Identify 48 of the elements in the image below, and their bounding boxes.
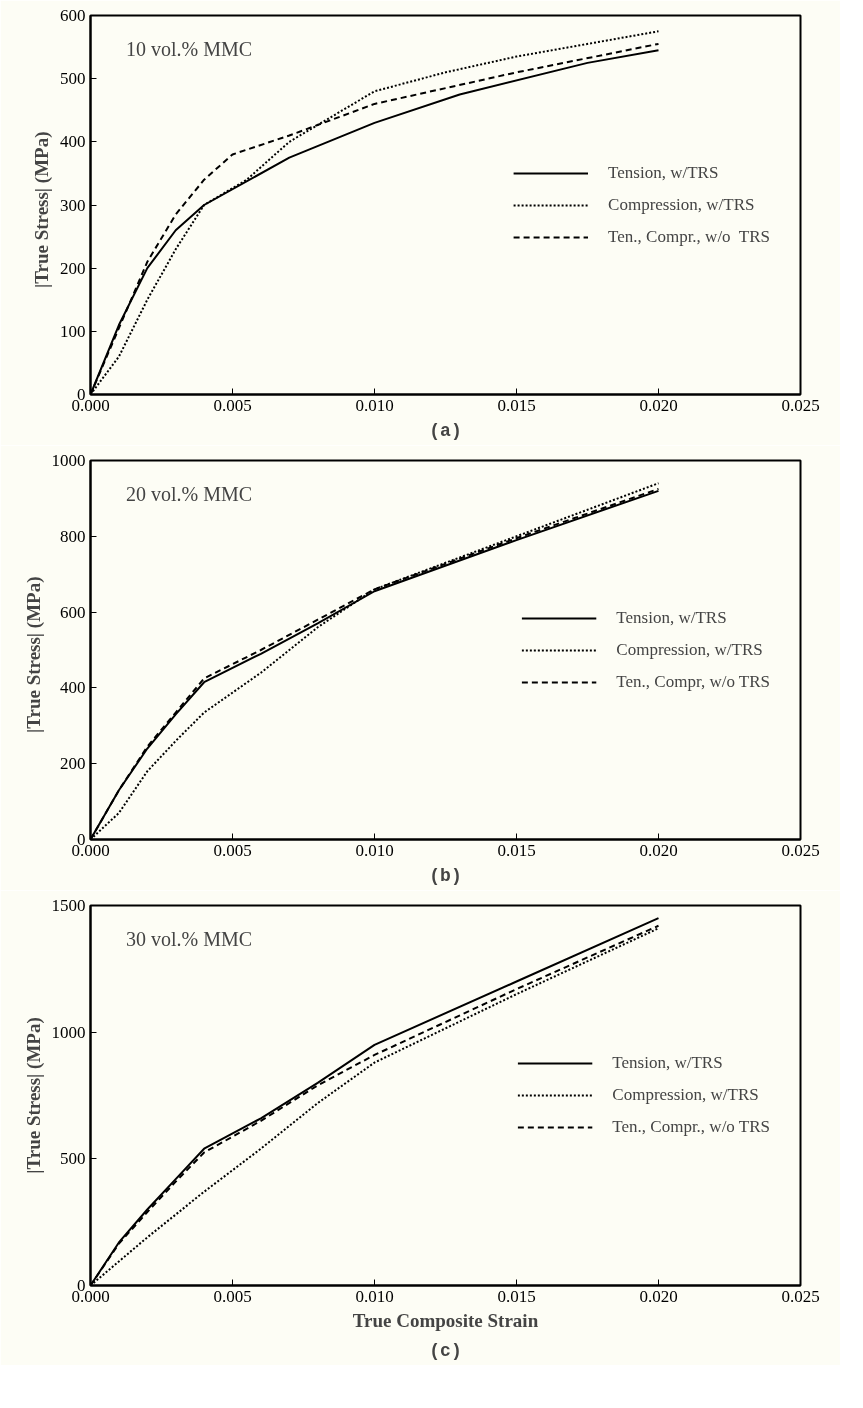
x-tick-label: 0.005 xyxy=(213,1286,252,1306)
y-tick-label: 300 xyxy=(60,195,86,215)
legend-label: Tension, w/TRS xyxy=(612,1053,723,1073)
annotation: 10 vol.% MMC xyxy=(126,38,253,61)
annotation: 30 vol.% MMC xyxy=(126,928,253,951)
x-tick-label: 0.025 xyxy=(781,1286,820,1306)
x-tick-label: 0.020 xyxy=(639,395,678,415)
x-tick-label: 0.015 xyxy=(497,840,536,860)
legend-label: Tension, w/TRS xyxy=(616,607,727,628)
y-axis-title: |True Stress| (MPa) xyxy=(31,131,53,288)
x-tick-label: 0.005 xyxy=(213,840,252,860)
text: (b) xyxy=(429,865,462,886)
legend-label: Tension, w/TRS xyxy=(608,162,719,183)
y-tick-label: 500 xyxy=(60,1149,86,1169)
x-tick-label: 0.015 xyxy=(497,395,536,415)
x-axis-title: True Composite Strain xyxy=(352,1309,539,1331)
legend-label: Ten., Compr., w/o TRS xyxy=(612,1117,770,1137)
legend-label: Compression, w/TRS xyxy=(616,639,763,660)
legend-label: Ten., Compr, w/o TRS xyxy=(616,671,770,692)
y-axis-title: |True Stress| (MPa) xyxy=(22,576,45,733)
y-tick-label: 1000 xyxy=(51,1022,86,1042)
x-tick-label: 0.010 xyxy=(355,840,394,860)
y-tick-label: 200 xyxy=(60,258,86,278)
y-tick-label: 600 xyxy=(60,6,86,25)
x-tick-label: 0.020 xyxy=(639,840,678,860)
text: (a) xyxy=(429,420,462,441)
y-tick-label: 500 xyxy=(60,69,86,89)
text: (c) xyxy=(429,1340,462,1361)
y-tick-label: 600 xyxy=(60,602,86,622)
x-tick-label: 0.010 xyxy=(355,395,394,415)
y-tick-label: 200 xyxy=(60,754,86,774)
y-tick-label: 400 xyxy=(60,678,86,698)
legend-label: Compression, w/TRS xyxy=(612,1085,759,1105)
x-tick-label: 0.020 xyxy=(639,1286,678,1306)
x-tick-label: 0.005 xyxy=(213,395,252,415)
y-tick-label: 1500 xyxy=(51,896,86,915)
legend-label: Compression, w/TRS xyxy=(608,194,755,215)
y-tick-label: 1000 xyxy=(51,451,86,470)
x-tick-label: 0.015 xyxy=(497,1286,536,1306)
legend-label: Ten., Compr., w/o TRS xyxy=(608,226,770,247)
y-tick-label: 800 xyxy=(60,526,86,546)
annotation: 20 vol.% MMC xyxy=(126,483,253,506)
x-tick-label: 0.025 xyxy=(781,840,820,860)
y-tick-label: 100 xyxy=(60,321,86,341)
x-tick-label: 0.025 xyxy=(781,395,820,415)
x-tick-label: 0.010 xyxy=(355,1286,394,1306)
y-tick-label: 400 xyxy=(60,132,86,152)
y-axis-title: |True Stress| (MPa) xyxy=(22,1017,45,1174)
